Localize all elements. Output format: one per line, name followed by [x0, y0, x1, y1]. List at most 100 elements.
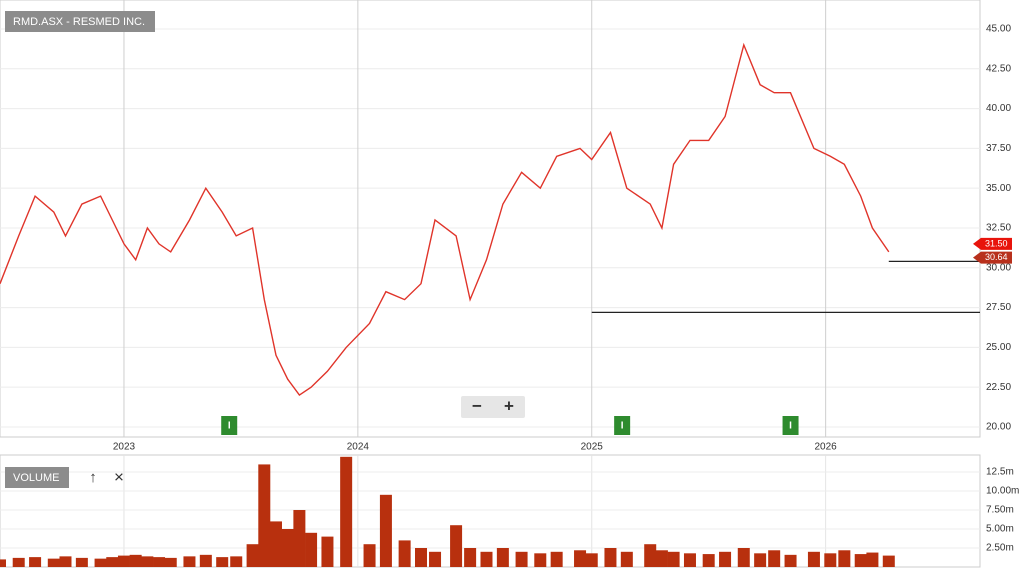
event-label: I [789, 421, 792, 432]
volume-bar [153, 557, 166, 567]
chart-title: RMD.ASX - RESMED INC. [13, 16, 145, 28]
volume-bar [838, 550, 851, 567]
volume-bar [59, 556, 72, 567]
event-label: I [621, 421, 624, 432]
y-tick-label: 32.50 [986, 223, 1011, 234]
x-tick-label: 2024 [347, 442, 370, 453]
volume-bar [94, 558, 107, 567]
x-tick-label: 2026 [815, 442, 838, 453]
volume-bar [246, 544, 259, 567]
volume-bar [702, 554, 715, 567]
volume-bar [258, 464, 271, 567]
volume-bar [464, 548, 477, 567]
y-tick-label: 42.50 [986, 63, 1011, 74]
close-button[interactable]: × [114, 467, 124, 486]
price-tag [973, 237, 1012, 250]
title-box [5, 11, 155, 32]
volume-bar [281, 529, 294, 567]
zoom-in-button[interactable]: + [504, 396, 514, 415]
volume-bar [620, 551, 633, 567]
volume-bar [882, 555, 895, 567]
volume-bar [164, 557, 177, 567]
volume-bar [75, 557, 88, 567]
y-tick-label: 27.50 [986, 302, 1011, 313]
volume-bar [293, 510, 306, 567]
volume-bar [534, 553, 547, 567]
volume-bar [667, 551, 680, 567]
price-line [0, 42, 890, 397]
y-tick-label: 37.50 [986, 143, 1011, 154]
y-tick-label: 25.00 [986, 342, 1011, 353]
volume-bar [183, 556, 196, 567]
volume-bar [47, 558, 60, 567]
volume-bar [398, 540, 411, 567]
y-tick-label: 45.00 [986, 24, 1011, 35]
volume-bar [866, 552, 879, 567]
y-tick-label: 20.00 [986, 422, 1011, 433]
y-tick-label: 22.50 [986, 382, 1011, 393]
volume-bar [199, 554, 212, 567]
y-tick-label: 2.50m [986, 543, 1014, 554]
volume-bar [321, 536, 334, 567]
volume-bar [450, 525, 463, 567]
volume-bar [585, 553, 598, 567]
event-badge [614, 416, 631, 435]
volume-bar [737, 548, 750, 567]
volume-bar [269, 521, 282, 567]
volume-bar [12, 557, 25, 567]
volume-title-box [5, 467, 69, 488]
volume-bar [550, 551, 563, 567]
volume-bar [604, 548, 617, 567]
price-panel [0, 0, 981, 438]
y-tick-label: 35.00 [986, 183, 1011, 194]
volume-bar [29, 557, 42, 567]
volume-bar [141, 556, 154, 567]
price-tag-label: 30.64 [985, 252, 1008, 262]
zoom-out-button[interactable]: − [472, 396, 482, 415]
move-up-button[interactable]: ↑ [89, 469, 97, 486]
volume-bar [807, 551, 820, 567]
y-tick-label: 10.00m [986, 486, 1019, 497]
volume-bar [415, 548, 428, 567]
event-label: I [228, 421, 231, 432]
volume-bar [824, 553, 837, 567]
volume-bar [305, 532, 318, 567]
volume-bar [655, 550, 668, 567]
volume-bar [496, 548, 509, 567]
volume-bar [515, 551, 528, 567]
y-tick-label: 40.00 [986, 103, 1011, 114]
event-badge [221, 416, 238, 435]
volume-bar [854, 554, 867, 567]
volume-bar [429, 551, 442, 567]
y-tick-label: 30.00 [986, 262, 1011, 273]
volume-bar [340, 456, 353, 567]
volume-bar [379, 494, 392, 567]
x-tick-label: 2025 [581, 442, 604, 453]
y-tick-label: 12.5m [986, 467, 1014, 478]
volume-title: VOLUME [13, 472, 59, 484]
volume-bar [480, 551, 493, 567]
volume-bar [363, 544, 376, 567]
volume-bar [754, 553, 767, 567]
price-tag [973, 251, 1012, 264]
volume-bar [0, 559, 6, 567]
volume-bar [106, 557, 119, 567]
y-tick-label: 5.00m [986, 524, 1014, 535]
volume-bar [117, 555, 130, 567]
x-tick-label: 2023 [113, 442, 136, 453]
event-badge [782, 416, 799, 435]
volume-bar [216, 557, 229, 567]
volume-bar [719, 551, 732, 567]
price-tag-label: 31.50 [985, 238, 1008, 248]
volume-bar [784, 554, 797, 567]
volume-bar [768, 550, 781, 567]
y-tick-label: 7.50m [986, 505, 1014, 516]
volume-bar [644, 544, 657, 567]
volume-bar [574, 550, 587, 567]
volume-bar [683, 553, 696, 567]
volume-bar [129, 554, 142, 567]
zoom-controls [461, 396, 525, 418]
